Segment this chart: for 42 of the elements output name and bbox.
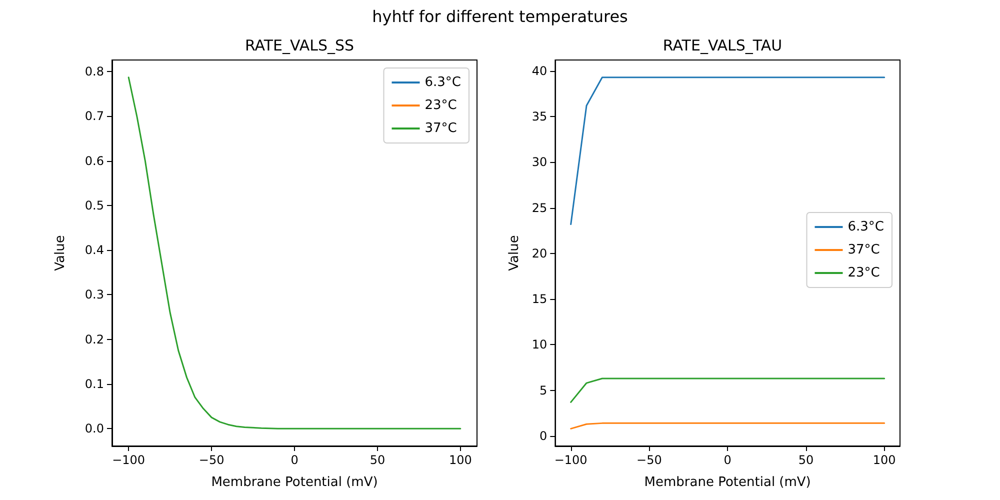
y-tick-label: 0.3 xyxy=(84,288,104,302)
legend-label: 6.3°C xyxy=(424,75,462,90)
x-tick-label: −100 xyxy=(554,453,588,467)
y-tick-label: 0.2 xyxy=(84,332,104,346)
x-tick-label: 50 xyxy=(798,453,814,467)
y-tick-label: 0.0 xyxy=(84,422,104,436)
x-tick-label: 0 xyxy=(290,453,298,467)
y-tick-label: 5 xyxy=(540,383,548,398)
y-tick-label: 0.1 xyxy=(84,376,104,391)
legend-label: 6.3°C xyxy=(848,220,884,234)
y-tick-label: 25 xyxy=(532,200,548,215)
legend-label: 37°C xyxy=(424,121,457,136)
chart-title: RATE_VALS_TAU xyxy=(662,36,782,54)
x-tick-label: −100 xyxy=(112,453,146,467)
y-tick-label: 0.6 xyxy=(84,154,104,168)
y-axis-title: Value xyxy=(53,235,68,271)
legend-label: 23°C xyxy=(424,98,457,113)
legend-label: 23°C xyxy=(848,266,880,280)
y-tick-label: 30 xyxy=(532,155,548,170)
x-tick-label: 100 xyxy=(448,453,472,467)
x-tick-label: 50 xyxy=(370,453,386,467)
y-tick-label: 15 xyxy=(532,292,548,306)
legend-label: 37°C xyxy=(848,242,880,258)
y-tick-label: 0.4 xyxy=(84,243,104,258)
line-series xyxy=(128,76,462,430)
x-axis-title: Membrane Potential (mV) xyxy=(211,475,378,490)
x-tick-label: 100 xyxy=(872,453,896,467)
x-tick-label: −50 xyxy=(636,453,662,467)
y-tick-label: 10 xyxy=(532,338,548,352)
y-tick-label: 0.7 xyxy=(84,109,104,124)
text: hyhtf for different temperatures xyxy=(371,7,629,26)
y-tick-label: 20 xyxy=(532,246,548,260)
x-tick-label: 0 xyxy=(724,453,732,467)
y-axis-title: Value xyxy=(507,235,522,271)
y-tick-label: 0 xyxy=(540,428,548,443)
y-tick-label: 35 xyxy=(532,110,548,124)
x-tick-label: −50 xyxy=(198,453,224,467)
y-tick-label: 40 xyxy=(532,64,548,78)
chart-title: RATE_VALS_SS xyxy=(244,36,354,54)
y-tick-label: 0.5 xyxy=(84,198,104,212)
y-tick-label: 0.8 xyxy=(84,64,104,79)
x-axis-title: Membrane Potential (mV) xyxy=(644,475,811,490)
